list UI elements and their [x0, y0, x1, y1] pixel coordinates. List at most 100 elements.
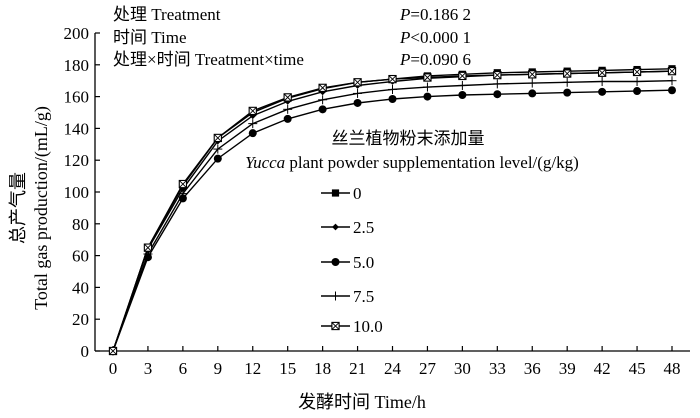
- data-point: [388, 94, 397, 103]
- x-tick-label: 18: [314, 359, 331, 378]
- data-point: [213, 144, 223, 154]
- data-point: [528, 89, 537, 98]
- x-tick-label: 21: [349, 359, 366, 378]
- data-point: [527, 78, 537, 88]
- x-tick-label: 33: [489, 359, 506, 378]
- data-point: [423, 73, 432, 82]
- data-point: [667, 67, 677, 76]
- y-tick-label: 80: [72, 215, 89, 234]
- stat-row: 处理×时间 Treatment×time P=0.090 6: [113, 50, 471, 69]
- legend-title-en: Yucca plant powder supplementation level…: [245, 153, 579, 172]
- data-point: [332, 223, 339, 231]
- series-layer: [108, 65, 677, 356]
- x-tick-label: 0: [109, 359, 118, 378]
- data-point: [422, 82, 432, 92]
- data-point: [331, 321, 340, 331]
- x-tick-label: 24: [384, 359, 402, 378]
- series-10.0: [108, 67, 677, 356]
- data-point: [331, 291, 340, 301]
- data-point: [458, 91, 467, 100]
- x-tick-label: 45: [629, 359, 646, 378]
- data-point: [597, 68, 607, 77]
- data-point: [353, 88, 363, 98]
- data-point: [249, 112, 257, 120]
- series-5.0: [109, 86, 676, 355]
- y-axis-title-cn: 总产气量: [8, 172, 28, 244]
- x-tick-label: 15: [279, 359, 296, 378]
- data-point: [598, 87, 607, 96]
- data-point: [667, 76, 677, 86]
- data-point: [353, 98, 362, 107]
- y-tick-label: 20: [72, 310, 89, 329]
- data-point: [633, 87, 642, 96]
- stat-p-value: P=0.186 2: [399, 5, 471, 24]
- legend-item: 2.5: [321, 218, 374, 237]
- legend-item: 5.0: [321, 253, 374, 272]
- x-tick-label: 12: [244, 359, 261, 378]
- legend-label: 5.0: [353, 253, 374, 272]
- legend-item: 10.0: [321, 317, 383, 336]
- data-point: [283, 114, 292, 123]
- data-point: [143, 243, 153, 252]
- data-point: [597, 76, 607, 86]
- x-tick-label: 6: [179, 359, 188, 378]
- data-point: [668, 86, 676, 95]
- data-point: [213, 154, 222, 163]
- stat-row: 时间 Time P<0.000 1: [113, 28, 471, 47]
- x-tick-label: 39: [559, 359, 576, 378]
- x-tick-label: 9: [214, 359, 223, 378]
- x-axis-title: 发酵时间 Time/h: [298, 392, 426, 412]
- stat-label: 处理×时间 Treatment×time: [113, 50, 304, 69]
- series-7.5: [108, 76, 677, 356]
- stat-row: 处理 Treatment P=0.186 2: [113, 5, 471, 24]
- data-point: [388, 84, 397, 94]
- data-point: [632, 76, 642, 86]
- data-point: [248, 129, 257, 138]
- data-point: [318, 95, 328, 105]
- data-point: [283, 93, 292, 102]
- legend-title-en-italic: Yucca: [245, 153, 285, 172]
- legend-label: 10.0: [353, 317, 383, 336]
- data-point: [388, 74, 397, 84]
- legend-label: 7.5: [353, 287, 374, 306]
- data-point: [331, 189, 340, 197]
- legend-label: 0: [353, 184, 362, 203]
- x-tick-label: 30: [454, 359, 471, 378]
- x-tick-label: 42: [594, 359, 611, 378]
- data-point: [178, 179, 188, 189]
- data-point: [178, 189, 188, 199]
- series-line: [112, 80, 673, 352]
- x-tick-label: 48: [664, 359, 681, 378]
- stats-annotations: 处理 Treatment P=0.186 2 时间 Time P<0.000 1 处理×…: [113, 5, 471, 69]
- stat-label: 时间 Time: [113, 28, 187, 47]
- x-tick-label: 3: [144, 359, 153, 378]
- stat-p-value: P=0.090 6: [399, 50, 471, 69]
- series-0: [109, 65, 676, 355]
- series-line: [112, 70, 673, 352]
- data-point: [493, 90, 502, 99]
- data-point: [331, 258, 340, 266]
- data-point: [563, 69, 572, 78]
- y-tick-label: 160: [64, 88, 90, 107]
- y-tick-label: 60: [72, 247, 89, 266]
- data-point: [457, 80, 467, 90]
- legend-item: 7.5: [321, 287, 374, 306]
- data-point: [213, 133, 222, 143]
- data-point: [248, 106, 257, 116]
- series-line: [112, 70, 673, 352]
- data-point: [562, 77, 572, 87]
- data-point: [318, 83, 327, 93]
- data-point: [632, 67, 642, 77]
- stat-label: 处理 Treatment: [113, 5, 221, 24]
- data-point: [528, 70, 537, 79]
- series-2.5: [109, 67, 676, 355]
- data-point: [492, 79, 502, 89]
- x-tick-label: 36: [524, 359, 541, 378]
- y-tick-label: 0: [81, 342, 90, 361]
- data-point: [283, 104, 293, 114]
- legend-title-en-rest: plant powder supplementation level/(g/kg…: [285, 153, 579, 172]
- series-line: [112, 68, 673, 352]
- data-point: [423, 92, 432, 101]
